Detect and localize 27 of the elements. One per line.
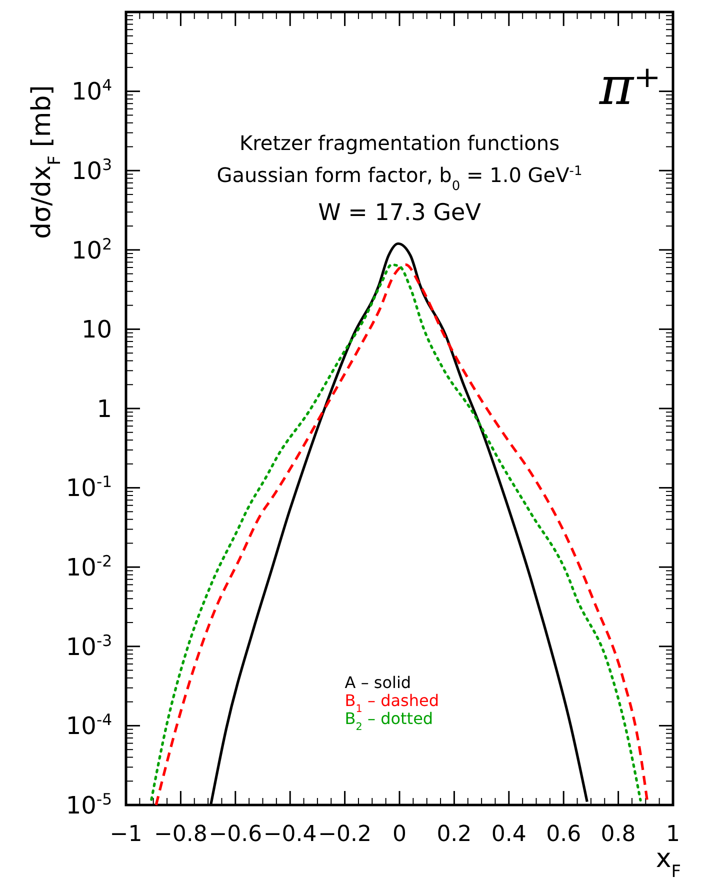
y-tick-label: 10$^{-4}$ [66, 711, 112, 740]
x-tick-label: 0.8 [600, 822, 636, 847]
x-tick-label: 0.4 [491, 822, 526, 847]
y-tick-label: 1 [96, 394, 112, 423]
x-tick-label: 1 [666, 822, 680, 847]
x-tick-label: 0 [392, 822, 406, 847]
y-tick-label: 10$^{-3}$ [66, 632, 112, 661]
x-tick-label: −0.2 [318, 822, 372, 847]
y-tick-label: 10$^{4}$ [72, 76, 112, 106]
y-tick-label: 10 [81, 316, 112, 344]
y-tick-label: 10$^{3}$ [72, 156, 112, 185]
x-tick-label: −0.8 [154, 822, 208, 847]
x-tick-label: −1 [110, 822, 142, 847]
annotation: W = 17.3 GeV [318, 200, 482, 226]
text: Gaussian form factor, b$_{0}$ = 1.0 GeV$^{-1}$ [216, 163, 582, 194]
x-tick-label: −0.4 [263, 822, 317, 847]
y-tick-label: 10$^{-5}$ [66, 790, 112, 820]
x-tick-label: 0.6 [546, 822, 582, 847]
annotation: π⁺ [598, 57, 661, 117]
y-tick-label: 10$^{-1}$ [66, 473, 112, 502]
x-axis-title: x$_{F}$ [656, 844, 681, 881]
x-tick-label: −0.6 [208, 822, 262, 847]
text: Kretzer fragmentation functions [240, 131, 560, 155]
y-tick-label: 10$^{2}$ [72, 235, 112, 264]
text: A – solid [344, 672, 412, 692]
x-tick-label: 0.2 [436, 822, 472, 847]
y-tick-label: 10$^{-2}$ [66, 552, 112, 582]
